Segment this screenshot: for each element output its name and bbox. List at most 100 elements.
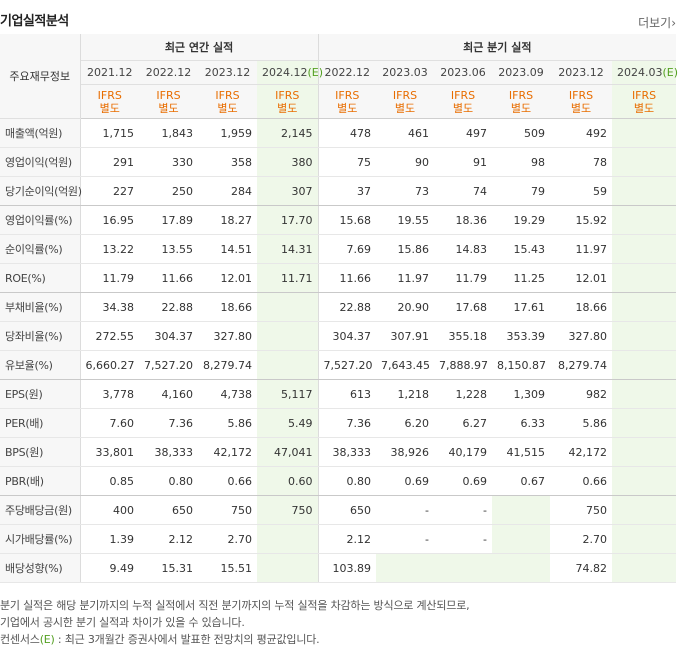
row-label: 당기순이익(억원) — [0, 176, 82, 206]
cell-value: 38,333 — [318, 437, 377, 467]
cell-value: 15.68 — [318, 205, 377, 235]
section-title: 기업실적분석 — [0, 14, 69, 29]
table-row: 영업이익률(%) 16.95 17.89 18.27 17.70 15.68 19.55 18… — [0, 205, 677, 235]
cell-value: 0.85 — [80, 466, 139, 496]
cell-value: 79 — [492, 176, 551, 206]
label-header: 주요재무정보 — [0, 34, 81, 119]
cell-value: 90 — [376, 147, 435, 177]
cell-value: 11.66 — [318, 263, 377, 293]
period-header: 2022.12 — [318, 60, 377, 85]
cell-value: 4,160 — [139, 379, 198, 409]
cell-value: 1,843 — [139, 118, 198, 148]
cell-value — [612, 176, 677, 206]
cell-value: 18.66 — [550, 292, 613, 322]
cell-value: 307 — [257, 176, 319, 206]
ifrs-label: IFRS 별도 — [492, 84, 551, 119]
cell-value: 91 — [434, 147, 493, 177]
cell-value: 16.95 — [80, 205, 139, 235]
cell-value — [612, 437, 677, 467]
row-label: 매출액(억원) — [0, 118, 81, 148]
row-label: 부채비율(%) — [0, 292, 81, 322]
cell-value: 18.27 — [198, 205, 257, 235]
cell-value: 47,041 — [257, 437, 319, 467]
period-header: 2021.12 — [80, 60, 139, 85]
row-label: EPS(원) — [0, 379, 81, 409]
cell-value: - — [434, 524, 493, 554]
cell-value: 380 — [257, 147, 319, 177]
annual-header: 최근 연간 실적 — [80, 34, 319, 61]
cell-value — [492, 495, 551, 525]
cell-value: 11.79 — [80, 263, 139, 293]
cell-value: 14.51 — [198, 234, 257, 264]
cell-value: 304.37 — [318, 321, 377, 351]
cell-value: 3,778 — [80, 379, 139, 409]
cell-value: 17.89 — [139, 205, 198, 235]
footnote-line-1: 분기 실적은 해당 분기까지의 누적 실적에서 직전 분기까지의 누적 실적을 … — [0, 599, 470, 612]
cell-value: 7.69 — [318, 234, 377, 264]
ifrs-label: IFRS 별도 — [80, 84, 139, 119]
period-header: 2024.03(E) — [612, 60, 679, 85]
cell-value — [257, 321, 319, 351]
cell-value: 11.25 — [492, 263, 551, 293]
cell-value: 15.43 — [492, 234, 551, 264]
cell-value — [257, 350, 319, 380]
row-label: 주당배당금(원) — [0, 495, 81, 525]
cell-value: 1,309 — [492, 379, 551, 409]
table-row: PER(배) 7.60 7.36 5.86 5.49 7.36 6.20 6.27 6.33 5.… — [0, 408, 677, 438]
cell-value: 73 — [376, 176, 435, 206]
row-label: 시가배당률(%) — [0, 524, 81, 554]
cell-value: 327.80 — [198, 321, 257, 351]
cell-value — [434, 553, 493, 583]
cell-value: 7,527.20 — [139, 350, 198, 380]
cell-value: 0.60 — [257, 466, 319, 496]
table-row: 당좌비율(%) 272.55 304.37 327.80 304.37 307.91 355… — [0, 321, 677, 351]
table-body: 매출액(억원) 1,715 1,843 1,959 2,145 478 461 497 509 4… — [0, 118, 677, 583]
ifrs-label: IFRS 별도 — [612, 84, 677, 119]
cell-value: 461 — [376, 118, 435, 148]
more-link[interactable]: 더보기› — [638, 14, 676, 31]
cell-value: 7.36 — [139, 408, 198, 438]
cell-value — [612, 350, 677, 380]
cell-value: 33,801 — [80, 437, 139, 467]
cell-value: 20.90 — [376, 292, 435, 322]
cell-value: 227 — [80, 176, 139, 206]
cell-value — [492, 524, 551, 554]
table-row: 시가배당률(%) 1.39 2.12 2.70 2.12- -2.70 — [0, 524, 677, 554]
period-row: 2021.12 2022.12 2023.12 2024.12(E) 2022.12 20… — [0, 60, 679, 85]
cell-value: 7,643.45 — [376, 350, 435, 380]
cell-value: 6,660.27 — [80, 350, 139, 380]
cell-value — [612, 495, 677, 525]
cell-value: 11.71 — [257, 263, 319, 293]
cell-value: 15.31 — [139, 553, 198, 583]
cell-value: 1,959 — [198, 118, 257, 148]
cell-value: 13.22 — [80, 234, 139, 264]
cell-value: 42,172 — [550, 437, 613, 467]
cell-value: 2.12 — [318, 524, 377, 554]
cell-value: 37 — [318, 176, 377, 206]
table-row: BPS(원) 33,801 38,333 42,172 47,041 38,333 38,9… — [0, 437, 677, 467]
table-row: 주당배당금(원) 400 650 750 750 650- -750 — [0, 495, 677, 525]
cell-value: 2.70 — [550, 524, 613, 554]
cell-value: 17.68 — [434, 292, 493, 322]
cell-value — [612, 408, 677, 438]
period-header: 2023.12 — [198, 60, 257, 85]
cell-value — [257, 524, 319, 554]
cell-value: 38,926 — [376, 437, 435, 467]
chevron-right-icon: › — [671, 16, 676, 30]
cell-value: 19.29 — [492, 205, 551, 235]
cell-value: 750 — [550, 495, 613, 525]
cell-value: 15.92 — [550, 205, 613, 235]
ifrs-label: IFRS 별도 — [257, 84, 319, 119]
row-label: 영업이익률(%) — [0, 205, 81, 235]
cell-value: 17.70 — [257, 205, 319, 235]
cell-value: 18.36 — [434, 205, 493, 235]
table-row: 부채비율(%) 34.38 22.88 18.66 22.88 20.90 17.68 17.… — [0, 292, 677, 322]
cell-value: - — [376, 524, 435, 554]
ifrs-label: IFRS 별도 — [376, 84, 435, 119]
row-label: BPS(원) — [0, 437, 81, 467]
quarter-header: 최근 분기 실적 — [318, 34, 677, 61]
cell-value: - — [434, 495, 493, 525]
cell-value: 11.97 — [376, 263, 435, 293]
estimate-mark: (E) — [662, 66, 679, 79]
cell-value: 12.01 — [198, 263, 257, 293]
